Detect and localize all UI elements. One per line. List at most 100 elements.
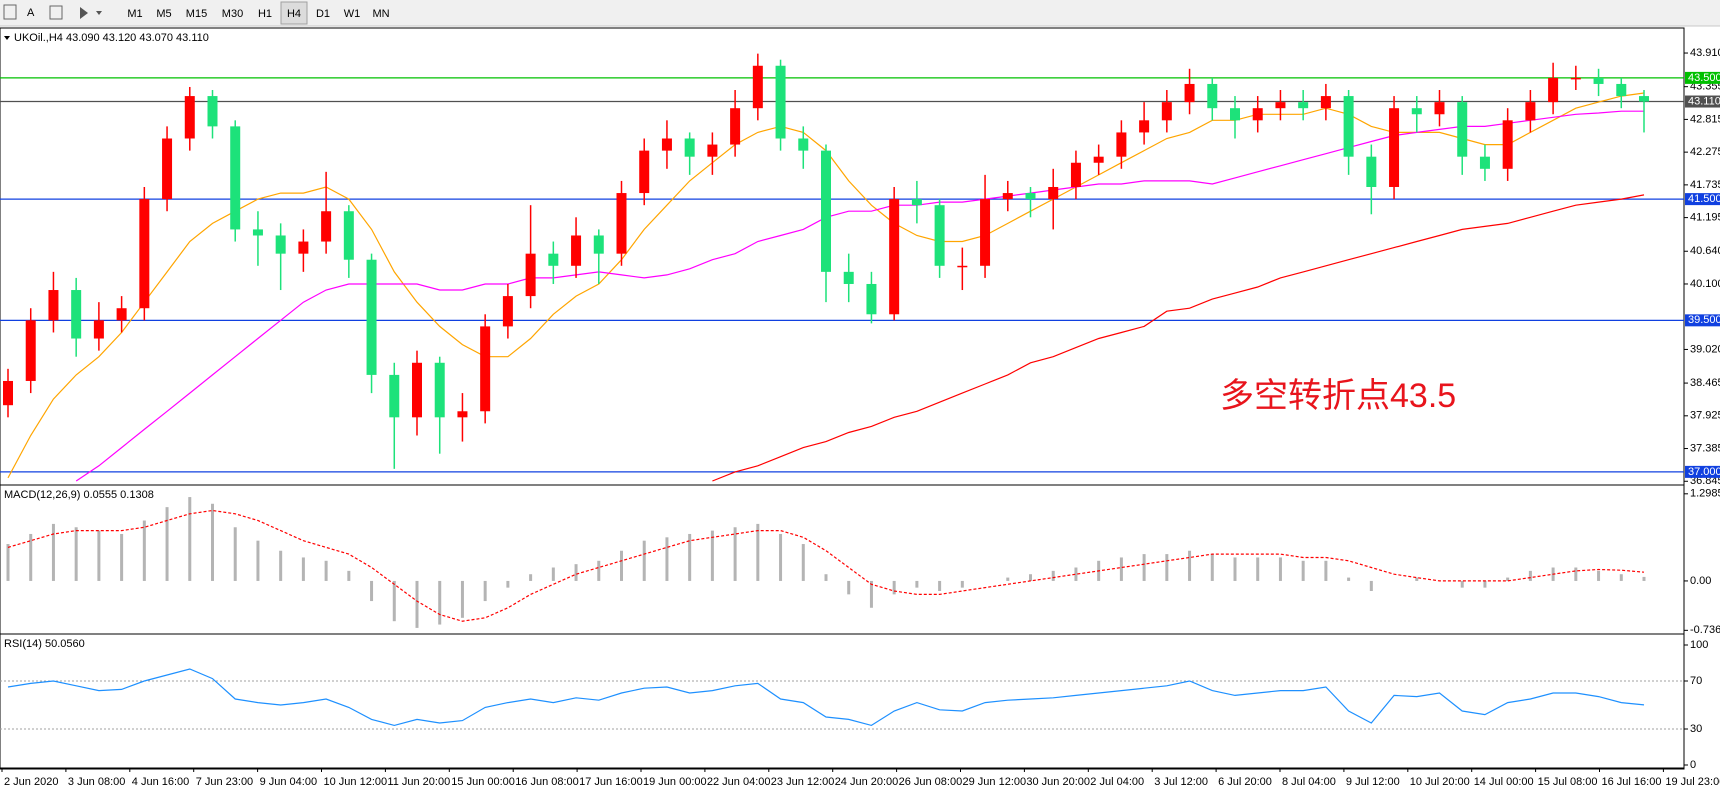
level-label: 41.500 (1688, 193, 1720, 205)
candle-body (1548, 77, 1559, 103)
timeframe-button[interactable]: M5 (156, 8, 171, 20)
shapes-tool-icon[interactable] (80, 7, 102, 19)
candle-body (1139, 120, 1150, 133)
macd-bar (1119, 557, 1123, 581)
macd-bar (1256, 557, 1260, 581)
candle-body (934, 205, 945, 266)
timeframe-button[interactable]: M15 (186, 8, 207, 20)
candle-body (1116, 132, 1127, 157)
candle-body (184, 96, 195, 139)
macd-bar (6, 544, 10, 581)
y-tick-label: 40.640 (1690, 245, 1720, 257)
candle-body (684, 138, 695, 157)
y-tick-label: 41.195 (1690, 212, 1720, 224)
time-label: 29 Jun 12:00 (963, 776, 1027, 788)
candle-body (707, 144, 718, 157)
macd-bar (301, 557, 305, 581)
candle-body (25, 320, 36, 381)
macd-bar (188, 497, 192, 581)
timeframe-button[interactable]: H4 (287, 8, 301, 20)
candle-body (389, 374, 400, 418)
text-tool-icon[interactable] (49, 5, 63, 20)
macd-bar (869, 580, 873, 608)
candle-body (207, 96, 218, 127)
y-tick-label: 30 (1690, 723, 1702, 735)
candle-body (3, 380, 13, 406)
candle-body (457, 411, 468, 418)
macd-bar (392, 580, 396, 622)
candle-body (48, 290, 59, 321)
time-label: 19 Jul 23:00 (1665, 776, 1720, 788)
macd-bar (97, 530, 101, 581)
time-label: 4 Jun 16:00 (132, 776, 190, 788)
macd-bar (1415, 577, 1419, 581)
candle-body (821, 150, 831, 272)
macd-bar (665, 537, 669, 581)
tool-icon[interactable] (3, 4, 17, 20)
candle-body (343, 211, 354, 260)
macd-bar (710, 530, 714, 581)
timeframe-button[interactable]: D1 (316, 8, 330, 20)
macd-bar (1506, 577, 1510, 581)
timeframe-button[interactable]: MN (372, 8, 389, 20)
macd-bar (279, 550, 283, 581)
level-label: 37.000 (1688, 466, 1720, 478)
macd-bar (29, 533, 33, 581)
timeframe-button[interactable]: M30 (222, 8, 243, 20)
level-label: 43.500 (1688, 72, 1720, 84)
candle-body (775, 65, 786, 139)
time-label: 3 Jul 12:00 (1154, 776, 1208, 788)
candle-body (275, 235, 286, 254)
candle-body (1048, 186, 1059, 200)
time-label: 26 Jun 08:00 (899, 776, 963, 788)
macd-bar (1029, 574, 1032, 581)
timeframe-button[interactable]: W1 (344, 8, 361, 20)
candle-body (1184, 83, 1195, 103)
candle-body (1525, 102, 1536, 121)
macd-bar (847, 580, 851, 595)
candle-body (412, 362, 422, 418)
y-tick-label: 100 (1690, 639, 1708, 651)
macd-bar (801, 544, 805, 581)
time-label: 15 Jul 08:00 (1538, 776, 1598, 788)
macd-bar (529, 574, 533, 581)
candle-body (889, 199, 900, 315)
candle-body (1161, 102, 1172, 121)
macd-bar (1483, 580, 1487, 588)
macd-bar (1528, 570, 1532, 581)
symbol-menu-arrow[interactable] (4, 36, 10, 40)
macd-bar (165, 507, 169, 581)
y-tick-label: 1.2985 (1690, 488, 1720, 500)
candle-body (730, 108, 741, 145)
macd-bar (1210, 554, 1214, 581)
candle-body (1343, 96, 1354, 157)
time-label: 7 Jun 23:00 (196, 776, 254, 788)
candle-body (1389, 108, 1400, 187)
candle-body (1639, 96, 1649, 102)
level-label: 39.500 (1688, 314, 1720, 326)
y-tick-label: 70 (1690, 675, 1702, 687)
candle-body (661, 138, 672, 151)
timeframe-button[interactable]: M1 (127, 8, 142, 20)
time-label: 16 Jun 08:00 (515, 776, 579, 788)
time-label: 2 Jul 04:00 (1090, 776, 1144, 788)
font-tool[interactable]: A (27, 7, 35, 19)
y-tick-label: 42.815 (1690, 113, 1720, 125)
candle-body (548, 253, 559, 266)
macd-bar (1188, 550, 1192, 581)
candle-body (1411, 108, 1422, 115)
timeframe-button[interactable]: H1 (258, 8, 272, 20)
candle-body (93, 320, 104, 339)
macd-bar (256, 540, 260, 581)
time-label: 11 Jun 20:00 (387, 776, 450, 788)
y-tick-label: 41.735 (1690, 179, 1720, 191)
macd-bar (1597, 570, 1601, 581)
macd-bar (142, 520, 146, 581)
candle-body (162, 138, 173, 200)
macd-bar (1301, 560, 1305, 581)
candle-body (866, 283, 877, 315)
macd-bar (415, 580, 419, 628)
candle-body (798, 138, 809, 151)
